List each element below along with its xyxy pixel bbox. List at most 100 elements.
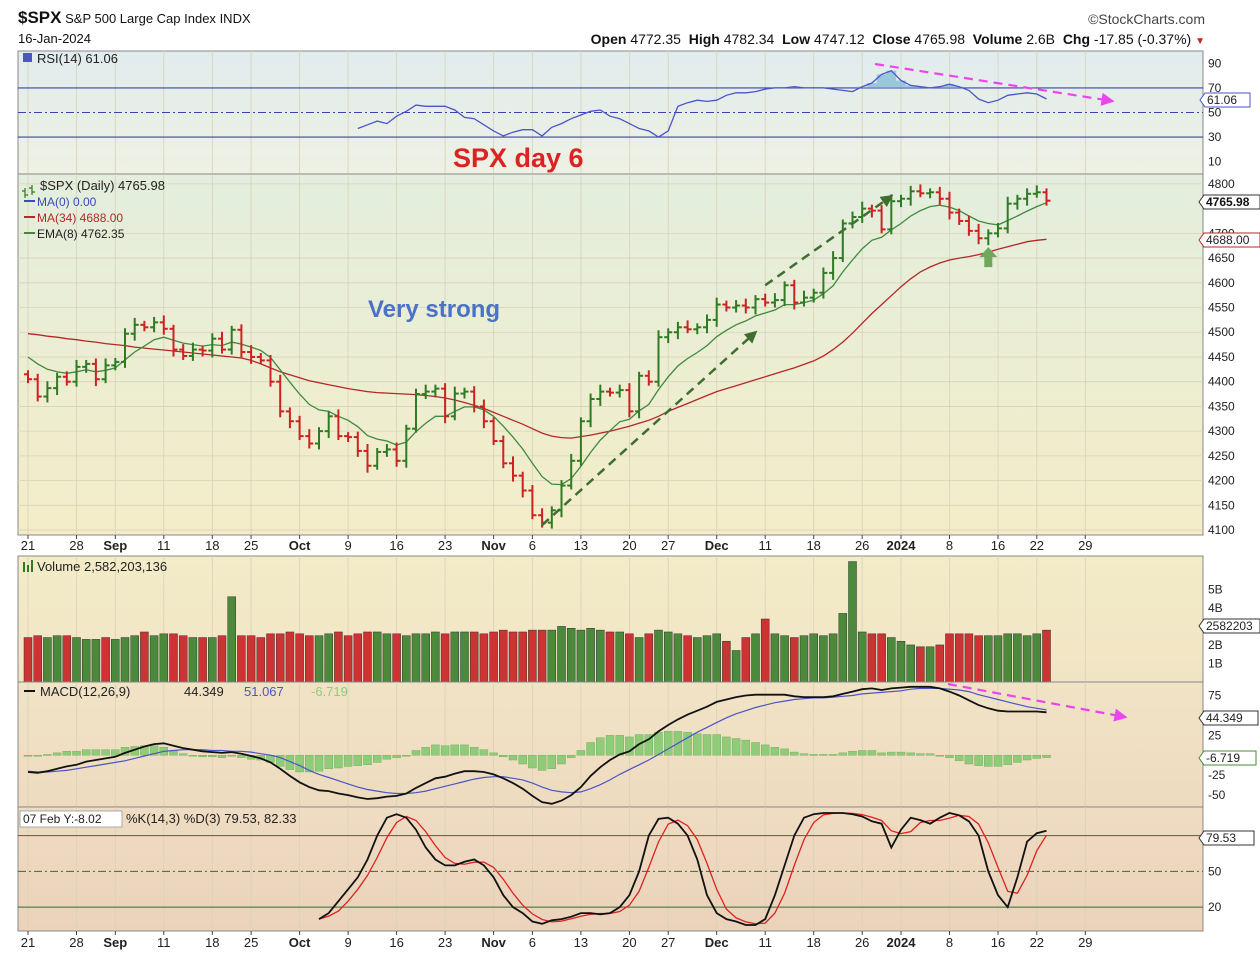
macd-hist-bar (33, 755, 42, 757)
macd-hist-bar (208, 755, 217, 758)
x-tick-label: 27 (661, 538, 675, 553)
volume-bar (237, 635, 246, 683)
price-bar (867, 204, 876, 218)
price-tick-8: 4350 (1208, 399, 1235, 413)
price-bar (392, 442, 401, 467)
macd-hist-bar (178, 753, 188, 756)
volume-bar (1032, 633, 1042, 683)
volume-bar (518, 631, 527, 683)
price-bar (838, 219, 847, 263)
price-bar (450, 386, 459, 421)
volume-bar (663, 631, 673, 683)
price-bar (111, 357, 120, 371)
macd-hist-bar (479, 749, 489, 756)
price-bar (169, 324, 178, 357)
volume-bar (256, 637, 266, 683)
volume-bar (712, 633, 721, 683)
volume-value-tag-text: 2582203 (1206, 619, 1253, 633)
price-bar (431, 384, 440, 398)
macd-hist-bar (188, 755, 198, 757)
trend-arrows (541, 194, 998, 527)
price-bar (683, 320, 692, 334)
volume-bar (566, 628, 576, 683)
macd-hist-bar (858, 750, 867, 756)
price-bar (761, 293, 770, 307)
macd-hist-bar (23, 755, 33, 757)
price-bar (53, 372, 62, 396)
volume-bar (149, 635, 159, 683)
volume-bar (101, 637, 110, 683)
price-bar (421, 384, 430, 400)
chart-title: $SPX S&P 500 Large Cap Index INDX (18, 8, 251, 28)
macd-hist-bar (237, 755, 246, 758)
macd-hist-bar (741, 739, 750, 756)
macd-hist-bar (780, 748, 789, 756)
x-tick-label: 20 (622, 538, 636, 553)
price-bar (159, 315, 168, 335)
volume-bar (275, 633, 285, 683)
price-bar (916, 184, 925, 198)
price-panel-bg (17, 173, 1204, 536)
x-tick-label: 6 (529, 538, 536, 553)
volume-bar (644, 633, 654, 683)
price-bar (247, 345, 256, 364)
macd-hist-bar (625, 736, 634, 756)
stochastic-tick-1: 20 (1208, 900, 1222, 914)
rsi-line (357, 69, 1047, 138)
x-tick-label: 22 (1030, 935, 1044, 950)
macd-hist-bar (382, 755, 392, 760)
volume-bar (848, 561, 857, 683)
macd-hist-bar (431, 744, 440, 756)
price-bar (43, 381, 52, 403)
x-tick-label: 11 (758, 538, 772, 553)
legend-ma0: MA(0) 0.00 (37, 195, 97, 209)
volume-bar (537, 629, 547, 683)
macd-hist-bar (848, 751, 857, 756)
price-bar (227, 325, 236, 355)
open-label: Open (590, 31, 627, 47)
price-bar (179, 344, 188, 360)
stochastic-y-axis: 50 20 (1208, 864, 1222, 914)
macd-hist-bar (537, 755, 547, 771)
volume-bar (266, 633, 275, 683)
x-tick-label: 16 (991, 538, 1005, 553)
price-bar (644, 370, 653, 386)
macd-hist-bar (324, 755, 333, 769)
volume-bar (693, 637, 702, 683)
price-bar (673, 321, 682, 340)
high-value: 4782.34 (723, 31, 775, 47)
macd-hist-bar (81, 749, 91, 756)
volume-bar (547, 629, 557, 683)
x-tick-label: 16 (389, 538, 403, 553)
macd-line (27, 685, 1047, 805)
price-tick-10: 4250 (1208, 449, 1235, 463)
x-tick-label: 11 (157, 935, 171, 950)
volume-bar (1022, 635, 1032, 683)
macd-hist-bar (1003, 755, 1012, 766)
note-annotation: Very strong (368, 296, 500, 323)
volume-bar (954, 633, 964, 683)
macd-hist-bar (421, 747, 430, 756)
x-tick-label: 2024 (887, 538, 917, 553)
price-grid (18, 174, 1203, 535)
price-bar (635, 371, 644, 419)
chart-date: 16-Jan-2024 (18, 31, 91, 46)
volume-bar (159, 633, 169, 683)
x-tick-label: Sep (103, 538, 127, 553)
volume-bar (993, 635, 1003, 683)
volume-bar (372, 631, 382, 683)
price-bar (664, 328, 673, 344)
index-name: S&P 500 Large Cap Index (65, 11, 216, 26)
macd-hist-bar (450, 744, 459, 756)
price-bar (72, 359, 81, 387)
price-bar (363, 444, 372, 473)
x-tick-label: Oct (289, 538, 311, 553)
price-bar (994, 222, 1002, 238)
macd-hist-bar (790, 751, 799, 756)
volume-bar (208, 637, 217, 683)
price-bar (276, 374, 285, 418)
volume-bar (1042, 629, 1051, 683)
x-tick-label: 28 (69, 538, 83, 553)
price-bar (208, 333, 217, 358)
price-bar (576, 417, 585, 466)
